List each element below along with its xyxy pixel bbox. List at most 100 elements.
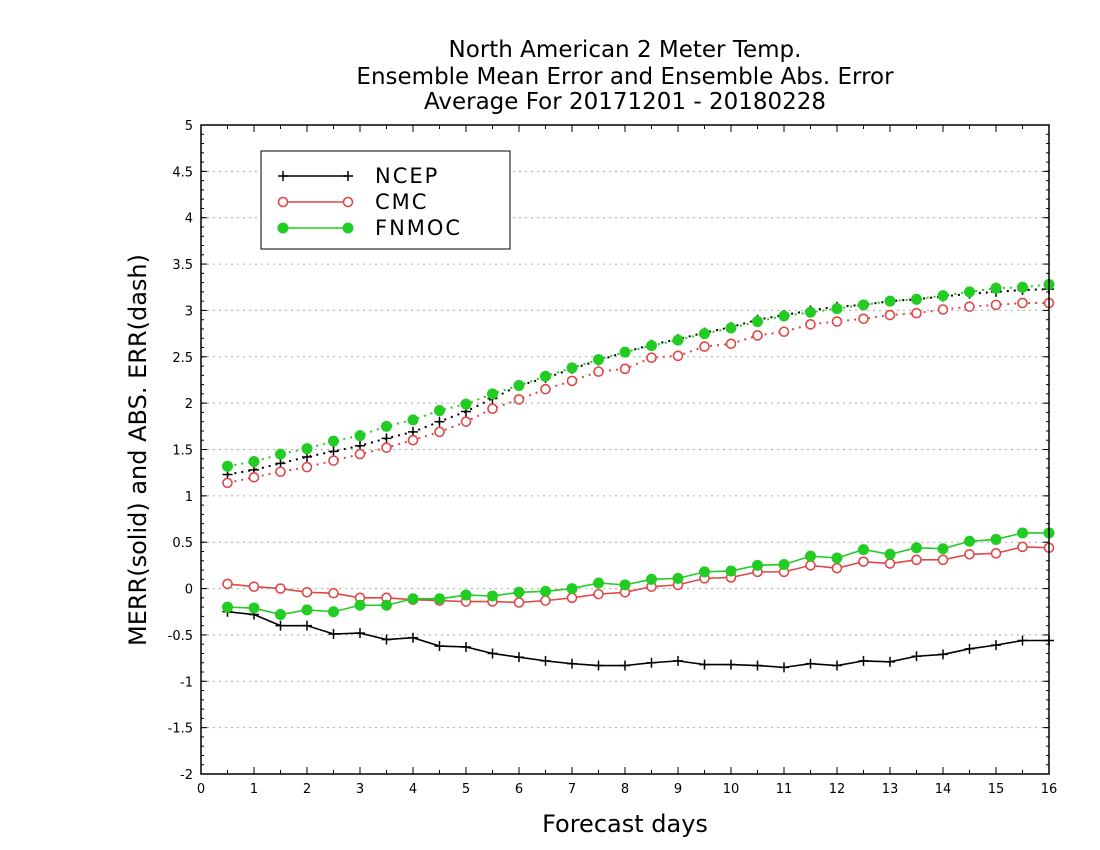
point-ncep-merr: [752, 660, 763, 671]
point-cmc-abs-err: [911, 307, 922, 319]
point-ncep-merr: [593, 660, 604, 671]
point-fnmoc-merr: [248, 602, 260, 614]
point-fnmoc-abs-err: [990, 282, 1002, 294]
point-cmc-abs-err: [1017, 297, 1028, 309]
point-ncep-merr: [620, 660, 630, 671]
point-fnmoc-merr: [990, 533, 1002, 545]
point-fnmoc-abs-err: [1017, 281, 1028, 293]
point-cmc-merr: [911, 554, 922, 566]
point-ncep-merr: [938, 649, 948, 660]
y-axis-label: MERR(solid) and ABS. ERR(dash): [124, 254, 152, 646]
point-fnmoc-merr: [619, 579, 631, 591]
y-tick-label: 5: [185, 119, 193, 134]
point-cmc-merr: [593, 588, 604, 600]
y-tick-label: 3.5: [172, 258, 193, 273]
point-fnmoc-merr: [460, 589, 472, 601]
point-ncep-merr: [461, 641, 471, 652]
y-tick-label: 1.5: [172, 444, 193, 459]
point-fnmoc-merr: [540, 585, 551, 597]
point-fnmoc-abs-err: [354, 430, 366, 442]
x-tick-label: 4: [409, 782, 417, 797]
point-fnmoc-merr: [513, 586, 525, 598]
point-cmc-abs-err: [328, 455, 339, 466]
point-cmc-abs-err: [646, 352, 657, 364]
point-ncep-abs-err: [328, 446, 339, 457]
legend-marker-cmc: [342, 196, 354, 208]
point-cmc-abs-err: [805, 319, 816, 330]
point-fnmoc-merr: [354, 599, 366, 611]
point-fnmoc-abs-err: [646, 340, 657, 352]
x-tick-label: 0: [197, 782, 205, 797]
y-tick-label: -1.5: [168, 722, 193, 737]
x-tick-label: 13: [882, 782, 899, 797]
point-cmc-abs-err: [513, 394, 525, 405]
point-ncep-merr: [275, 620, 286, 631]
point-fnmoc-abs-err: [328, 435, 339, 447]
plot-frame: [200, 124, 1050, 775]
point-ncep-merr: [355, 628, 365, 639]
point-fnmoc-abs-err: [593, 354, 604, 366]
x-tick-label: 1: [250, 782, 258, 797]
x-tick-label: 14: [935, 782, 952, 797]
x-tick-label: 15: [988, 782, 1005, 797]
y-tick-label: 1: [185, 490, 193, 505]
point-cmc-merr: [513, 597, 525, 608]
x-tick-label: 5: [462, 782, 470, 797]
x-tick-label: 12: [829, 782, 846, 797]
x-tick-label: 7: [568, 782, 576, 797]
series-fnmoc-abs-err-line: [227, 283, 1050, 468]
x-tick-label: 10: [723, 782, 740, 797]
x-tick-label: 9: [674, 782, 682, 797]
point-cmc-abs-err: [354, 448, 366, 460]
point-fnmoc-merr: [407, 593, 419, 605]
point-fnmoc-merr: [381, 599, 392, 611]
point-fnmoc-abs-err: [805, 306, 816, 318]
x-tick-label: 11: [776, 782, 793, 797]
legend-label-cmc: CMC: [375, 190, 428, 214]
point-cmc-abs-err: [990, 299, 1002, 311]
point-ncep-merr: [858, 655, 869, 666]
point-ncep-merr: [1017, 635, 1028, 646]
point-fnmoc-abs-err: [381, 420, 392, 432]
point-cmc-merr: [1017, 541, 1028, 553]
point-cmc-abs-err: [407, 434, 419, 446]
point-cmc-merr: [990, 548, 1002, 559]
point-fnmoc-merr: [646, 573, 657, 585]
point-fnmoc-abs-err: [911, 293, 922, 305]
point-fnmoc-abs-err: [937, 290, 949, 302]
point-cmc-abs-err: [858, 313, 869, 325]
point-cmc-merr: [858, 556, 869, 567]
point-fnmoc-merr: [884, 548, 896, 560]
legend-marker-ncep: [343, 171, 353, 181]
point-ncep-merr: [567, 658, 577, 669]
point-fnmoc-merr: [831, 552, 843, 564]
point-fnmoc-merr: [725, 565, 737, 577]
point-fnmoc-abs-err: [513, 380, 525, 392]
x-tick-label: 8: [621, 782, 629, 797]
point-cmc-abs-err: [275, 466, 286, 478]
legend-marker-fnmoc: [342, 222, 354, 234]
point-cmc-merr: [831, 562, 843, 574]
point-fnmoc-abs-err: [619, 346, 631, 358]
legend-label-fnmoc: FNMOC: [375, 216, 462, 240]
grid: [201, 170, 1049, 729]
point-cmc-abs-err: [619, 363, 631, 375]
point-ncep-merr: [779, 662, 789, 673]
point-cmc-merr: [805, 560, 816, 571]
point-ncep-merr: [381, 634, 392, 645]
point-fnmoc-abs-err: [884, 295, 896, 307]
point-fnmoc-abs-err: [752, 316, 763, 328]
point-fnmoc-abs-err: [301, 443, 313, 455]
point-ncep-merr: [991, 640, 1001, 651]
point-fnmoc-abs-err: [778, 310, 790, 322]
point-fnmoc-merr: [487, 590, 498, 602]
point-ncep-merr: [540, 655, 551, 666]
point-cmc-merr: [540, 595, 551, 606]
point-ncep-merr: [673, 655, 683, 666]
point-cmc-abs-err: [248, 472, 260, 483]
point-ncep-merr: [408, 632, 418, 643]
point-fnmoc-abs-err: [540, 370, 551, 382]
series-ncep-abs-err-line: [227, 288, 1050, 476]
